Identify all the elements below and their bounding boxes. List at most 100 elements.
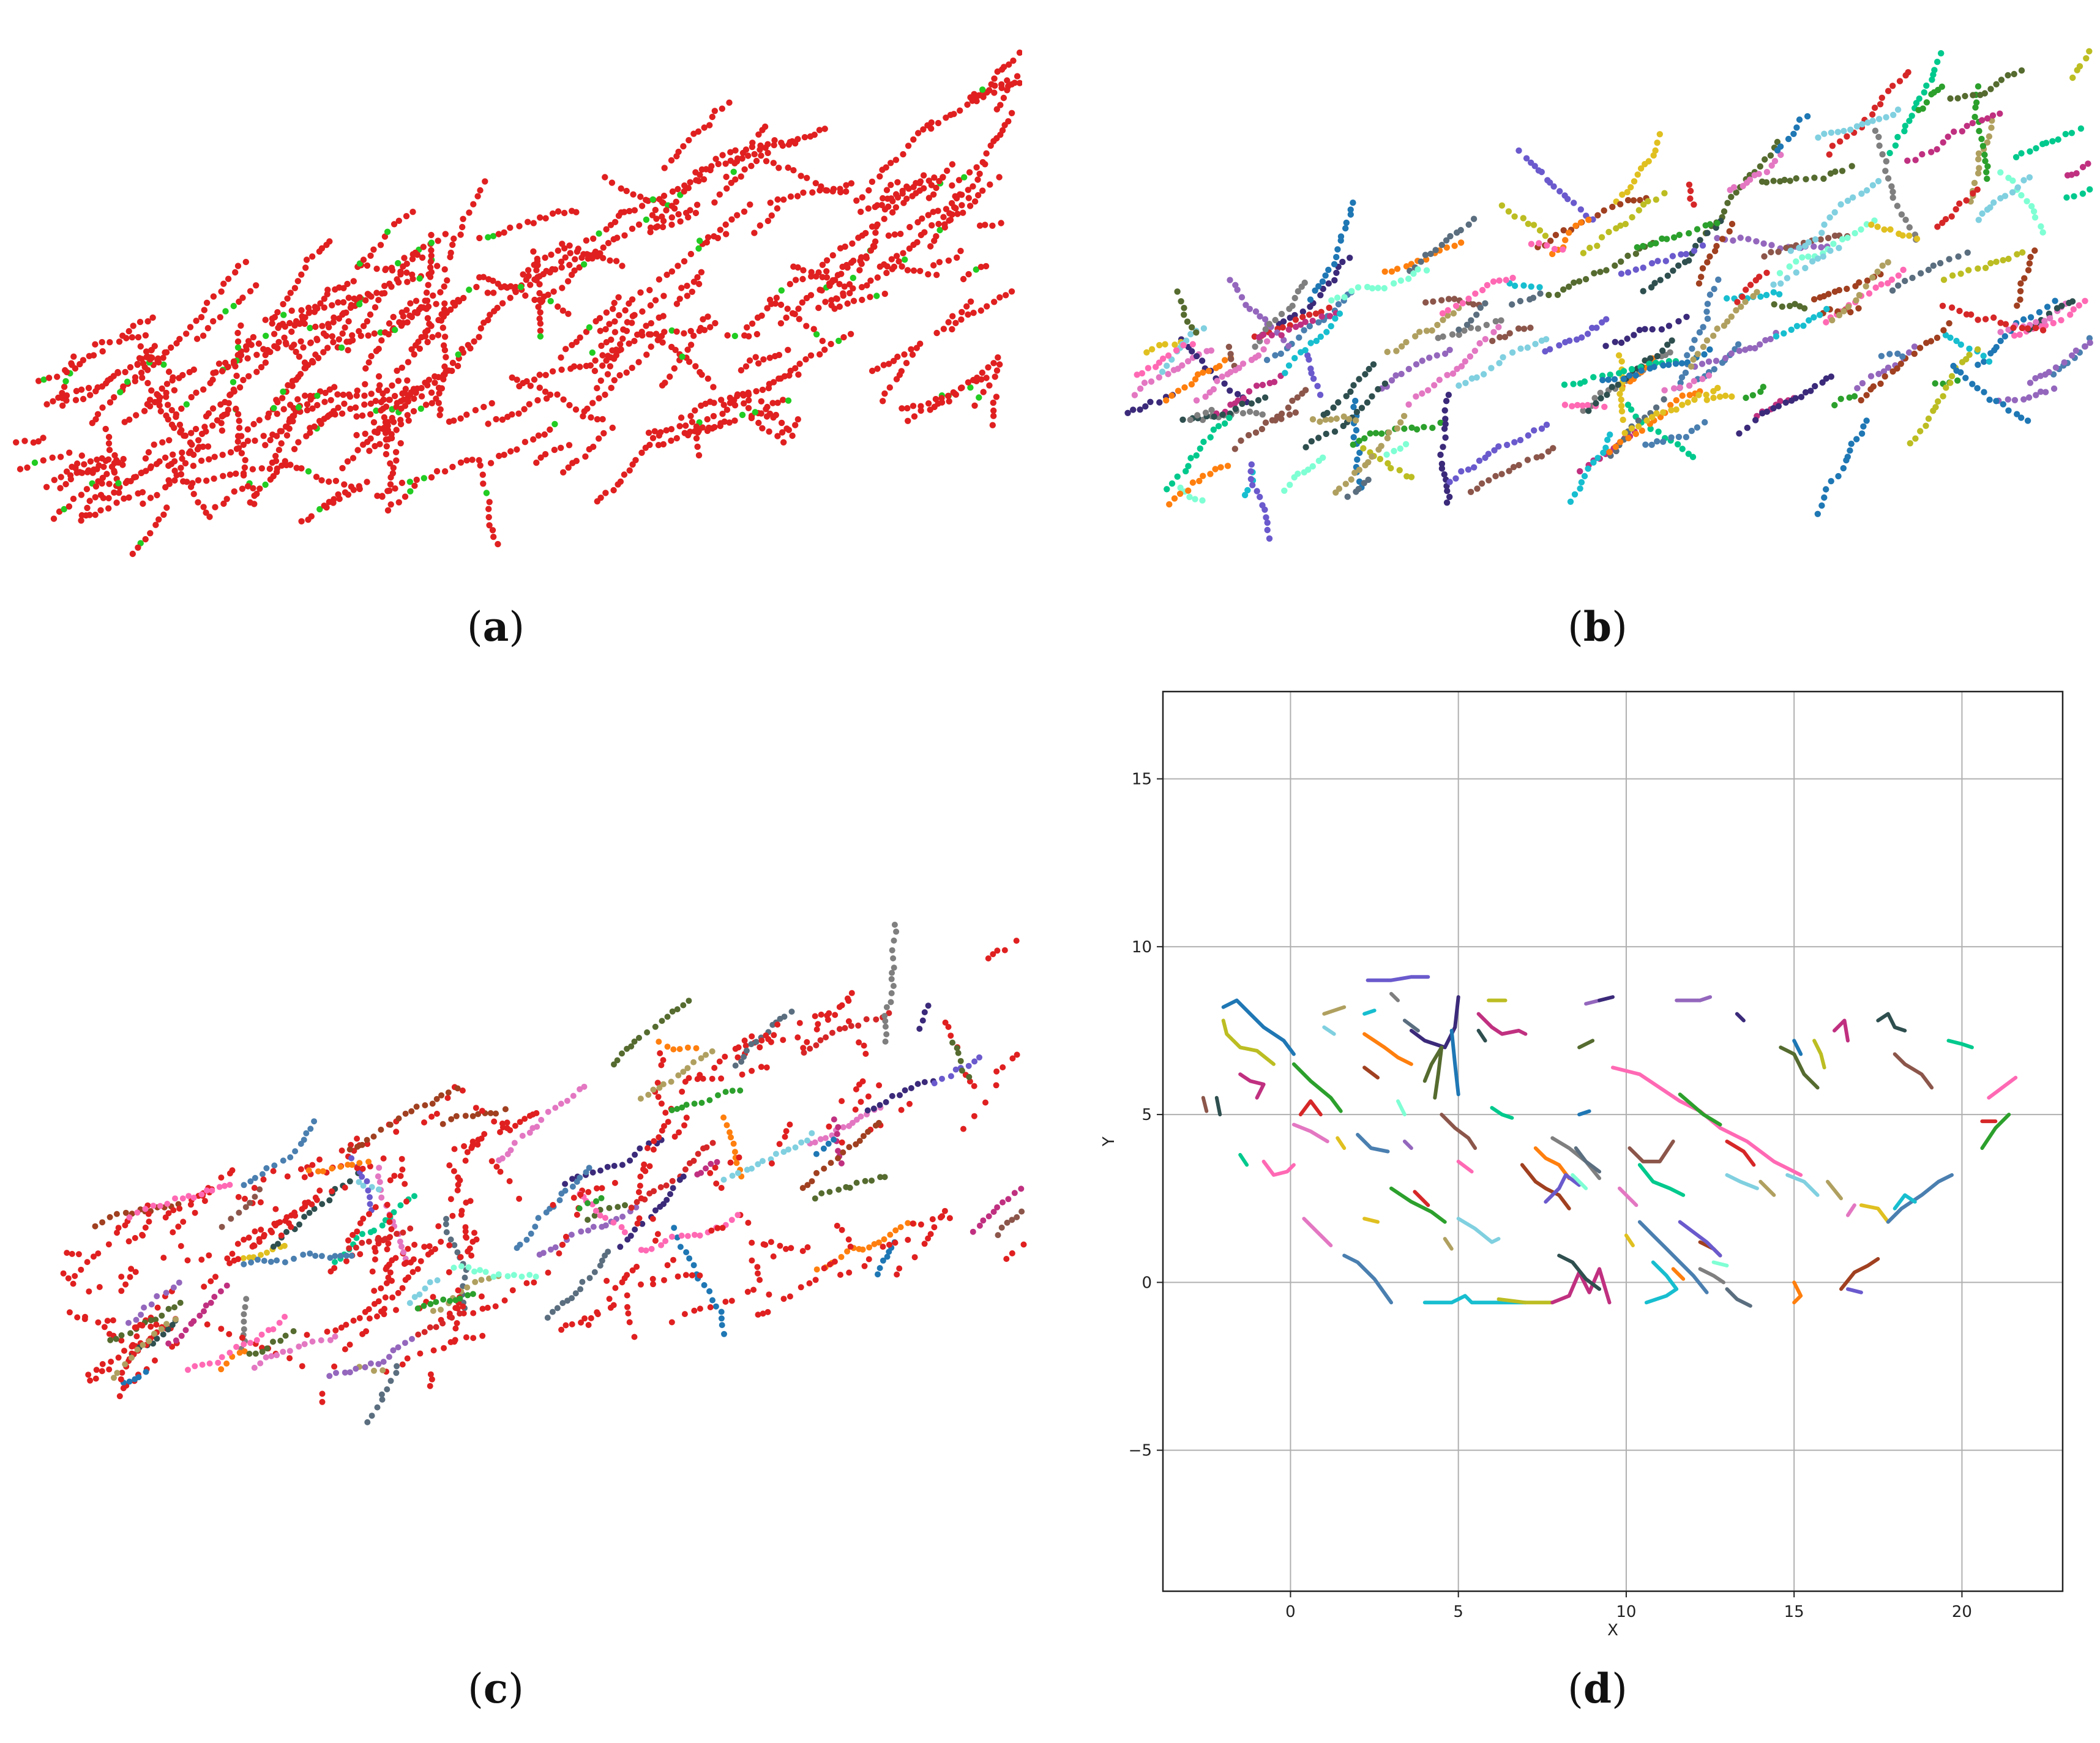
red-point xyxy=(839,1139,845,1146)
cluster-point xyxy=(1490,278,1497,285)
cluster-point xyxy=(1864,277,1871,284)
red-point xyxy=(947,1032,954,1039)
red-point xyxy=(413,476,420,483)
cluster-point xyxy=(813,1042,820,1048)
cluster-point xyxy=(1710,394,1717,401)
cluster-point xyxy=(1431,382,1438,389)
cluster-point xyxy=(1375,386,1381,393)
red-point xyxy=(341,400,348,407)
cluster-point xyxy=(1755,171,1762,177)
red-point xyxy=(376,382,383,389)
red-point xyxy=(555,303,561,310)
cluster-point xyxy=(236,1349,243,1356)
cluster-point xyxy=(1224,463,1231,469)
red-point xyxy=(177,1243,184,1249)
red-point xyxy=(965,271,972,278)
cluster-point xyxy=(1536,284,1543,291)
red-point xyxy=(350,487,357,493)
cluster-point xyxy=(1441,407,1448,414)
red-point xyxy=(828,340,834,348)
red-point xyxy=(96,1284,103,1290)
red-point xyxy=(660,313,667,319)
red-point xyxy=(339,330,346,337)
cluster-point xyxy=(397,1238,403,1245)
cluster-point xyxy=(454,1249,461,1256)
red-point xyxy=(917,1221,924,1228)
red-point xyxy=(608,384,615,391)
red-point xyxy=(561,209,568,217)
red-point xyxy=(210,318,217,325)
red-point xyxy=(616,372,623,379)
red-point xyxy=(454,1187,461,1193)
red-point xyxy=(389,1294,396,1301)
green-point xyxy=(586,324,593,331)
cluster-point xyxy=(1500,354,1506,360)
red-point xyxy=(409,256,416,263)
cluster-point xyxy=(888,976,895,982)
cluster-point xyxy=(319,1168,326,1174)
red-point xyxy=(317,300,324,307)
green-point xyxy=(679,353,686,360)
red-point xyxy=(583,237,590,244)
red-point xyxy=(470,201,477,207)
cluster-point xyxy=(1624,335,1631,342)
cluster-point xyxy=(1226,414,1233,421)
cluster-point xyxy=(1860,423,1867,430)
cluster-point xyxy=(1744,424,1751,431)
cluster-point xyxy=(1828,129,1835,136)
red-point xyxy=(692,363,699,370)
red-point xyxy=(594,1185,600,1192)
red-point xyxy=(674,263,681,269)
cluster-point xyxy=(2012,154,2020,160)
red-point xyxy=(704,234,712,241)
red-point xyxy=(139,375,146,381)
red-point xyxy=(239,1334,245,1341)
cluster-point xyxy=(2039,229,2046,236)
cluster-point xyxy=(1665,361,1672,368)
cluster-point xyxy=(1418,258,1424,265)
cluster-point xyxy=(280,1157,286,1164)
red-point xyxy=(657,429,664,436)
cluster-point xyxy=(1437,451,1444,458)
cluster-point xyxy=(1711,248,1719,255)
cluster-point xyxy=(1847,308,1854,316)
cluster-point xyxy=(270,1326,277,1332)
cluster-point xyxy=(2052,364,2060,371)
green-point xyxy=(752,409,759,416)
scatter-plot-b xyxy=(1124,48,2093,542)
red-point xyxy=(603,1277,610,1284)
cluster-point xyxy=(286,1348,293,1354)
cluster-point xyxy=(1828,478,1834,485)
red-point xyxy=(242,1195,248,1202)
red-point xyxy=(520,271,526,278)
cluster-point xyxy=(1156,342,1163,349)
cluster-point xyxy=(1823,486,1829,493)
cluster-point xyxy=(1348,476,1355,483)
red-point xyxy=(551,446,558,453)
cluster-point xyxy=(2024,417,2031,424)
cluster-point xyxy=(1736,430,1743,437)
red-point xyxy=(774,205,781,212)
cluster-point xyxy=(1561,381,1568,388)
red-point xyxy=(744,1288,751,1295)
cluster-point xyxy=(1438,297,1445,304)
cluster-point xyxy=(2050,319,2057,327)
red-point xyxy=(309,1162,316,1168)
red-point xyxy=(392,485,398,492)
cluster-point xyxy=(1400,412,1408,419)
cluster-point xyxy=(718,1315,725,1322)
red-point xyxy=(178,427,185,434)
red-point xyxy=(775,351,783,359)
cluster-point xyxy=(1506,468,1512,474)
red-point xyxy=(442,231,449,237)
cluster-point xyxy=(1231,446,1238,452)
red-point xyxy=(880,1244,886,1250)
cluster-point xyxy=(2047,315,2053,322)
red-point xyxy=(905,143,912,149)
cluster-point xyxy=(1245,431,1252,439)
cluster-point xyxy=(1227,368,1234,376)
red-point xyxy=(414,1266,421,1272)
red-point xyxy=(441,363,448,370)
red-point xyxy=(659,339,666,346)
cluster-point xyxy=(1597,269,1604,275)
